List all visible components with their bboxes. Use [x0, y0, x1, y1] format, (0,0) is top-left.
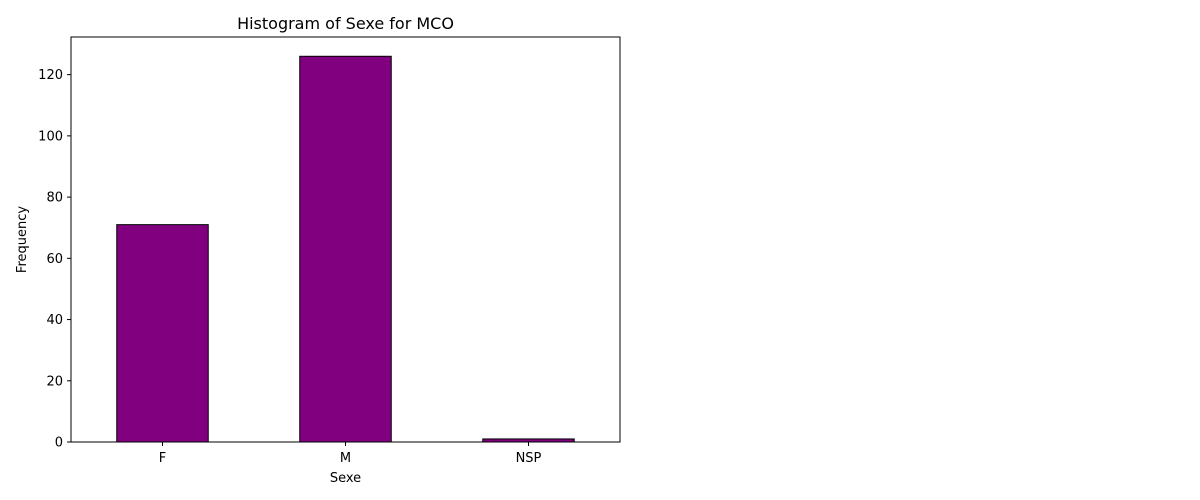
x-tick-label: M	[340, 451, 351, 466]
y-tick-label: 20	[46, 374, 63, 389]
y-axis-label: Frequency	[15, 206, 30, 273]
chart-title: Histogram of Sexe for MCO	[237, 14, 454, 33]
bar-m	[299, 55, 392, 443]
x-axis-label: Sexe	[330, 471, 361, 486]
y-tick-label: 60	[46, 252, 63, 267]
y-tick-label: 100	[38, 129, 63, 144]
y-axis: 0 20 40 60 80 100 120	[38, 68, 71, 451]
y-tick-label: 120	[38, 68, 63, 83]
bar-f	[116, 224, 209, 443]
y-tick-label: 40	[46, 313, 63, 328]
y-tick-label: 80	[46, 191, 63, 206]
bar-nsp	[482, 438, 575, 443]
x-tick-label: F	[159, 451, 166, 466]
x-tick-label: NSP	[516, 451, 542, 466]
bars-group	[116, 55, 575, 443]
x-axis: F M NSP	[159, 442, 542, 466]
y-tick-label: 0	[55, 436, 63, 451]
